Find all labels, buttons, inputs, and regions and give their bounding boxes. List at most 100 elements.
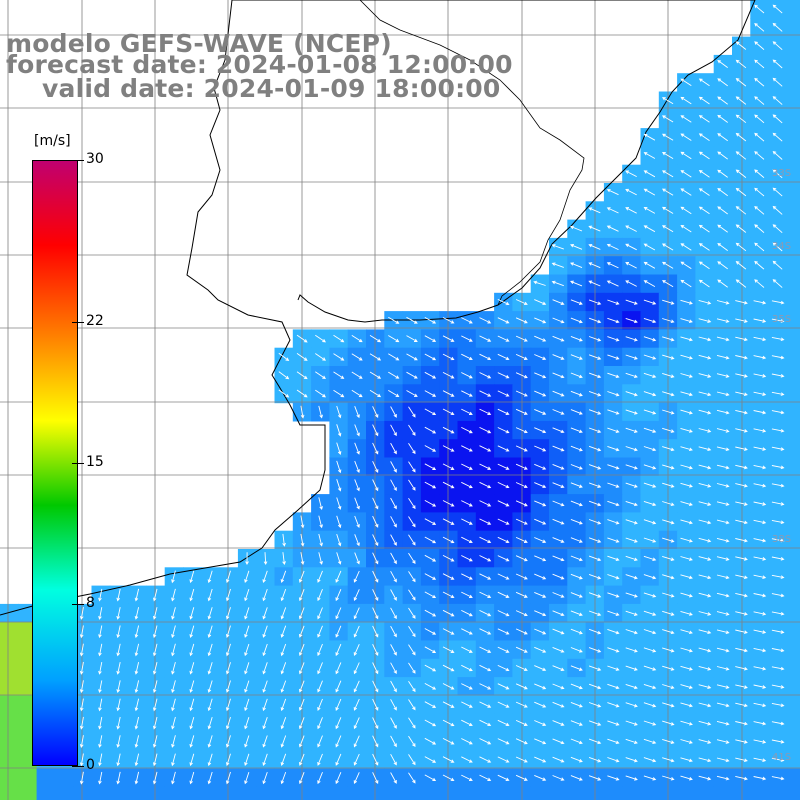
wind-arrow [497, 628, 510, 635]
wind-arrow [336, 405, 342, 419]
wind-arrow [333, 371, 345, 379]
wind-arrow [442, 774, 455, 782]
wind-arrow [570, 500, 583, 507]
wind-arrow [662, 206, 674, 214]
wind-arrow [353, 735, 360, 748]
wind-arrow [424, 756, 437, 763]
wind-arrow [353, 589, 360, 602]
wind-arrow [354, 442, 360, 455]
wind-arrow [479, 738, 492, 745]
wind-arrow [98, 662, 103, 675]
ocean-cell [786, 292, 800, 312]
wind-arrow [771, 757, 785, 762]
wind-arrow [735, 702, 748, 708]
wind-arrow [643, 225, 656, 233]
wind-arrow [372, 406, 379, 419]
wind-arrow [716, 537, 730, 543]
wind-arrow [351, 371, 363, 379]
wind-arrow [134, 698, 140, 712]
ocean-cell [274, 786, 294, 800]
wind-arrow [552, 738, 565, 745]
wind-arrow [607, 391, 620, 397]
wind-arrow [698, 629, 712, 635]
wind-arrow [680, 556, 693, 561]
wind-arrow [515, 445, 528, 452]
wind-arrow [262, 680, 268, 693]
wind-arrow [662, 280, 674, 288]
wind-arrow [771, 593, 785, 598]
wind-arrow [534, 591, 547, 598]
wind-arrow [497, 463, 510, 470]
wind-arrow [424, 371, 437, 379]
ocean-cell [0, 695, 19, 715]
wind-arrow [625, 280, 637, 287]
wind-arrow [698, 354, 712, 360]
wind-arrow [735, 464, 748, 470]
ocean-cell [256, 786, 276, 800]
ocean-cell [439, 786, 459, 800]
wind-arrow [698, 261, 710, 270]
wind-arrow [354, 406, 360, 419]
wind-arrow [461, 573, 473, 580]
wind-arrow [771, 318, 785, 323]
ocean-cell [475, 786, 495, 800]
wind-arrow [588, 665, 602, 671]
wind-arrow [552, 646, 565, 653]
wind-arrow [552, 573, 565, 580]
wind-arrow [716, 409, 730, 415]
wind-arrow [353, 607, 360, 620]
wind-arrow [534, 427, 547, 434]
wind-arrow [333, 353, 345, 361]
wind-arrow [698, 133, 710, 141]
wind-arrow [534, 573, 547, 580]
wind-arrow [171, 716, 176, 730]
border-line [359, 0, 585, 306]
wind-arrow [171, 753, 176, 767]
ocean-cell [54, 768, 74, 788]
wind-arrow [625, 665, 638, 671]
wind-arrow [588, 482, 602, 488]
wind-arrow [351, 353, 363, 361]
ocean-cell [786, 494, 800, 513]
wind-arrow [335, 570, 342, 583]
wind-arrow [772, 132, 783, 142]
wind-arrow [390, 442, 397, 455]
wind-arrow [552, 756, 565, 763]
wind-arrow [534, 720, 547, 726]
wind-arrow [698, 409, 712, 415]
wind-arrow [461, 555, 473, 562]
wind-arrow [390, 406, 397, 418]
wind-arrow [570, 299, 583, 305]
wind-arrow [98, 680, 103, 694]
ocean-cell [530, 786, 550, 800]
wind-arrow [662, 775, 675, 781]
colorbar-tick-mark [72, 604, 84, 606]
wind-arrow [698, 739, 712, 744]
wind-arrow [461, 536, 473, 544]
wind-arrow [698, 464, 712, 470]
wind-arrow [735, 556, 748, 561]
wind-arrow [79, 661, 84, 675]
wind-arrow [353, 698, 360, 711]
ocean-cell [786, 329, 800, 349]
wind-arrow [771, 721, 785, 726]
wind-arrow [336, 460, 342, 474]
wind-arrow [372, 442, 379, 455]
wind-arrow [625, 262, 637, 269]
wind-arrow [772, 224, 783, 234]
wind-arrow [570, 482, 583, 488]
ocean-cell [786, 73, 800, 93]
wind-arrow [189, 643, 195, 657]
wind-arrow [643, 336, 657, 342]
wind-arrow [625, 243, 637, 251]
wind-arrow [662, 391, 675, 397]
wind-arrow [735, 483, 748, 488]
ocean-cell [622, 786, 642, 800]
wind-arrow [479, 445, 492, 452]
wind-arrow [607, 354, 620, 360]
wind-arrow [698, 279, 710, 288]
wind-arrow [353, 772, 360, 785]
wind-arrow [207, 698, 213, 712]
wind-arrow [497, 481, 510, 489]
wind-arrow [333, 389, 345, 398]
